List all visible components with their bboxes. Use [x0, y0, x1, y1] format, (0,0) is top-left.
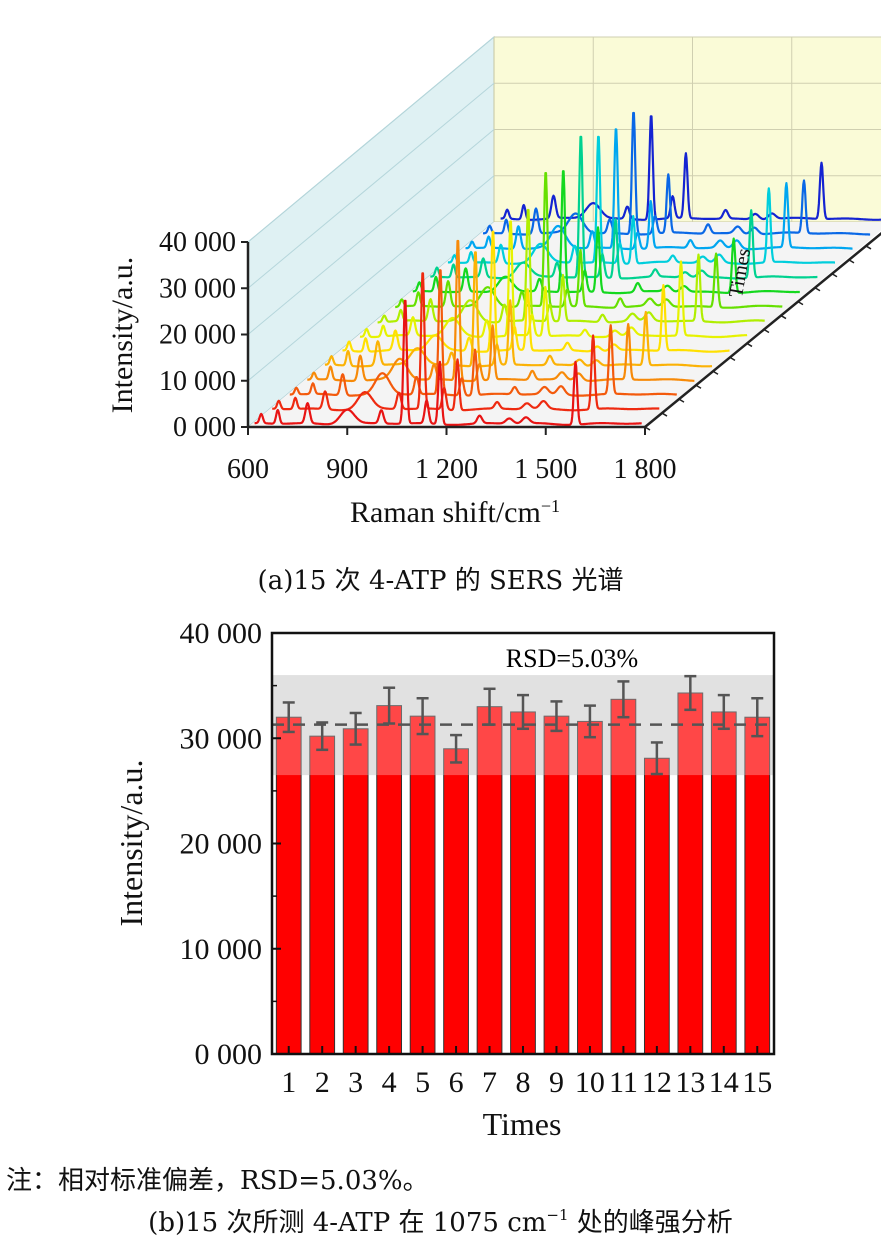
error-bar-7 — [483, 687, 496, 726]
spectrum-4 — [306, 239, 695, 383]
x-tick-label: 1 800 — [614, 454, 677, 485]
y-tick-label: 30 000 — [180, 722, 263, 755]
x-tick-label: 11 — [609, 1066, 638, 1099]
y-tick-label: 10 000 — [159, 366, 236, 397]
x-tick-label: 4 — [382, 1066, 397, 1099]
side-grid — [247, 82, 495, 289]
waterfall-series — [254, 111, 881, 426]
x-tick-label: 900 — [326, 454, 368, 485]
error-bar-4 — [383, 686, 396, 725]
floor — [248, 222, 881, 427]
bar-9 — [543, 715, 570, 1055]
y-axis-label: Intensity/a.u. — [106, 257, 139, 414]
note: 注：相对标准偏差，RSD=5.03%。 — [6, 1166, 429, 1196]
times-tick — [661, 412, 668, 417]
spectrum-5 — [324, 251, 713, 368]
side-grid — [247, 129, 495, 335]
x-tick-label: 7 — [482, 1066, 497, 1099]
bar-12 — [643, 757, 670, 1055]
x-tick-label: 14 — [709, 1066, 739, 1099]
times-tick — [644, 426, 651, 431]
error-bar-1 — [282, 701, 295, 734]
caption-b: (b)15 次所测 4-ATP 在 1075 cm−1 处的峰强分析 — [0, 1202, 881, 1239]
times-tick — [763, 328, 770, 334]
times-tick — [865, 245, 872, 250]
error-bar-15 — [751, 697, 764, 738]
spectrum-2 — [271, 272, 660, 412]
side-grid — [247, 36, 495, 243]
x-tick-label: 1 — [281, 1066, 296, 1099]
y-axis-label: Intensity/a.u. — [113, 759, 149, 926]
x-axis-label: Times — [483, 1106, 562, 1142]
times-tick — [695, 384, 702, 389]
error-bar-6 — [450, 733, 463, 764]
x-tick-label: 3 — [348, 1066, 363, 1099]
error-bar-8 — [517, 693, 529, 731]
error-bar-2 — [316, 721, 329, 752]
x-axis-label-sup: −1 — [541, 496, 560, 516]
y-tick-label: 0 000 — [195, 1038, 263, 1071]
x-tick-label: 9 — [549, 1066, 564, 1099]
bar-1 — [275, 716, 302, 1055]
times-tick — [780, 314, 787, 320]
rsd-annotation: RSD=5.03% — [506, 644, 638, 673]
x-axis-label-main: Raman shift/cm — [350, 496, 541, 529]
times-tick — [712, 370, 719, 375]
spectrum-1 — [254, 299, 643, 426]
error-bar-11 — [617, 680, 630, 719]
x-tick-label: 12 — [642, 1066, 672, 1099]
bar-11 — [610, 698, 637, 1055]
side-grid — [247, 175, 495, 382]
x-tick-label: 8 — [516, 1066, 531, 1099]
x-tick-label: 15 — [742, 1066, 772, 1099]
error-bar-5 — [416, 697, 429, 736]
caption-b-sup: −1 — [546, 1206, 569, 1224]
spectrum-3 — [289, 269, 678, 397]
times-tick — [797, 300, 804, 306]
y-tick-label: 0 000 — [173, 412, 236, 443]
chart-b-bar: RSD=5.03% 0 000 10 000 20 000 30 000 40 000 1… — [113, 617, 776, 1142]
error-bar-13 — [684, 674, 697, 712]
x-tick-label: 2 — [315, 1066, 330, 1099]
times-tick — [848, 259, 855, 264]
bar-plot — [272, 674, 774, 1055]
y-tick-label: 40 000 — [159, 227, 236, 258]
y-tick-label: 40 000 — [180, 617, 263, 650]
x-axis-label: Raman shift/cm−1 — [350, 496, 560, 529]
times-tick — [831, 273, 838, 278]
error-bar-12 — [650, 741, 663, 776]
caption-b-tail: 处的峰强分析 — [568, 1208, 733, 1238]
bar-4 — [376, 705, 403, 1055]
x-tick-label: 6 — [449, 1066, 464, 1099]
x-tick-label: 600 — [227, 454, 269, 485]
chart-a-waterfall: 0 000 10 000 20 000 30 000 40 000 600 900 1 200… — [106, 35, 881, 529]
y-tick-label: 20 000 — [159, 320, 236, 351]
x-tick-label: 10 — [575, 1066, 605, 1099]
times-tick — [678, 398, 685, 403]
caption-b-main: (b)15 次所测 4-ATP 在 1075 cm — [148, 1208, 547, 1238]
x-tick-label: 5 — [415, 1066, 430, 1099]
error-bar-14 — [717, 693, 730, 731]
y-tick-label: 10 000 — [180, 933, 263, 966]
waterfall-axes: 0 000 10 000 20 000 30 000 40 000 600 900 1 200… — [106, 227, 881, 529]
error-bar-9 — [550, 700, 563, 733]
bar-3 — [342, 728, 369, 1055]
bar-10 — [577, 720, 603, 1055]
bar-2 — [309, 735, 336, 1055]
x-tick-label: 13 — [675, 1066, 705, 1099]
times-tick — [814, 287, 821, 292]
waterfall-walls — [247, 35, 881, 429]
error-bar-10 — [583, 704, 596, 739]
error-bar-3 — [349, 711, 362, 746]
times-tick — [729, 356, 736, 362]
caption-a: (a)15 次 4-ATP 的 SERS 光谱 — [257, 566, 624, 596]
times-tick — [746, 342, 753, 348]
bar-6 — [443, 748, 469, 1055]
y-tick-label: 20 000 — [180, 828, 263, 861]
y-tick-label: 30 000 — [159, 273, 236, 304]
x-tick-label: 1 500 — [514, 454, 577, 485]
x-tick-label: 1 200 — [415, 454, 478, 485]
